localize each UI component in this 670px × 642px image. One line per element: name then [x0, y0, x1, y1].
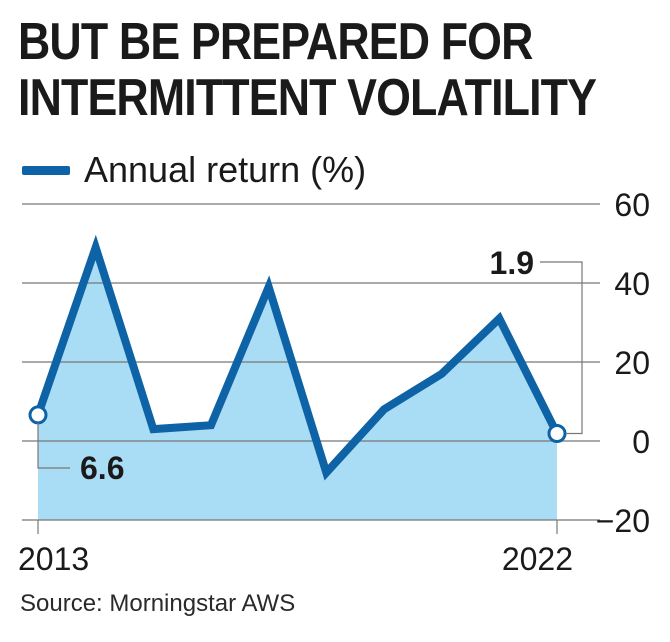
- y-tick-label: 20: [614, 345, 650, 381]
- legend-label: Annual return (%): [84, 149, 367, 190]
- legend-swatch: [22, 165, 70, 175]
- source-note: Source: Morningstar AWS: [20, 590, 296, 617]
- data-point: [28, 405, 48, 425]
- callout-line-first: [37, 422, 70, 469]
- y-tick-label: −20: [596, 503, 650, 539]
- title-line-1: BUT BE PREPARED FOR: [18, 13, 533, 71]
- title-line-2: INTERMITTENT VOLATILITY: [18, 69, 597, 127]
- y-tick-label: 0: [632, 424, 650, 460]
- legend: Annual return (%): [22, 148, 366, 192]
- data-label-first: 6.6: [80, 450, 124, 486]
- series-line: [34, 234, 561, 481]
- y-tick-label: 40: [614, 266, 650, 302]
- data-label-last: 1.9: [490, 245, 534, 281]
- data-point: [547, 423, 567, 443]
- x-tick-label: 2013: [18, 541, 89, 577]
- x-tick-label: 2022: [502, 541, 573, 577]
- callout-line-last: [540, 261, 583, 435]
- chart-title: BUT BE PREPARED FOR INTERMITTENT VOLATIL…: [18, 14, 658, 126]
- y-tick-label: 60: [614, 187, 650, 223]
